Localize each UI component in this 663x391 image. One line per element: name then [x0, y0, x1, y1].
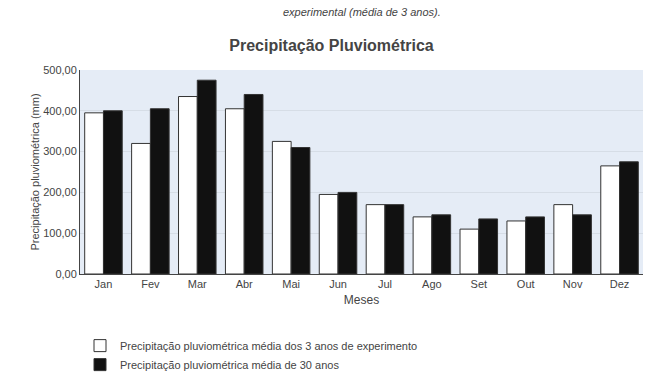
svg-text:Dez: Dez [610, 278, 630, 290]
svg-text:Set: Set [471, 278, 488, 290]
svg-text:400,00: 400,00 [43, 105, 77, 117]
svg-text:100,00: 100,00 [43, 227, 77, 239]
svg-text:Fev: Fev [141, 278, 160, 290]
svg-text:experimental (média de 3 anos): experimental (média de 3 anos). [283, 6, 441, 18]
svg-text:300,00: 300,00 [43, 145, 77, 157]
svg-text:200,00: 200,00 [43, 186, 77, 198]
svg-text:0,00: 0,00 [55, 268, 76, 280]
svg-text:Jun: Jun [329, 278, 347, 290]
svg-text:Meses: Meses [344, 293, 379, 307]
svg-text:Precipitação pluviométrica méd: Precipitação pluviométrica média de 30 a… [120, 359, 339, 371]
svg-text:Ago: Ago [422, 278, 442, 290]
svg-text:500,00: 500,00 [43, 64, 77, 76]
svg-text:Mai: Mai [282, 278, 300, 290]
svg-text:Precipitação Pluviométrica: Precipitação Pluviométrica [229, 37, 434, 54]
svg-text:Precipitação pluviométrica méd: Precipitação pluviométrica média dos 3 a… [120, 340, 417, 352]
svg-text:Jan: Jan [95, 278, 113, 290]
svg-text:Abr: Abr [236, 278, 253, 290]
svg-text:Precipitação pluviométrica (mm: Precipitação pluviométrica (mm) [29, 93, 41, 250]
svg-text:Nov: Nov [563, 278, 583, 290]
svg-text:Mar: Mar [188, 278, 207, 290]
svg-text:Out: Out [517, 278, 535, 290]
svg-text:Jul: Jul [378, 278, 392, 290]
